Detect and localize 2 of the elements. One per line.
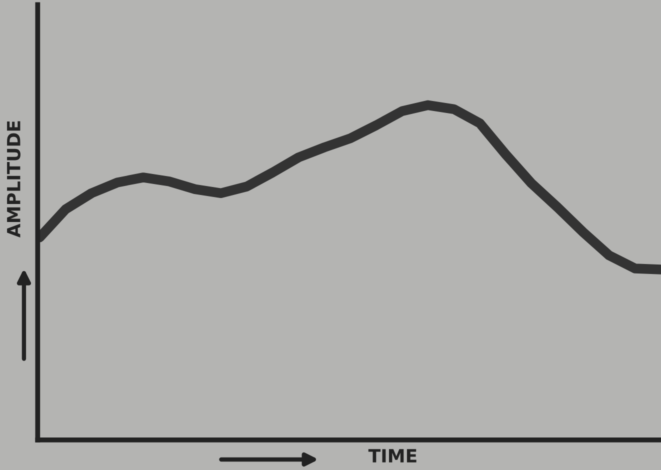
y-axis-title: AMPLITUDE	[7, 121, 20, 238]
x-axis-title: TIME	[368, 449, 416, 462]
